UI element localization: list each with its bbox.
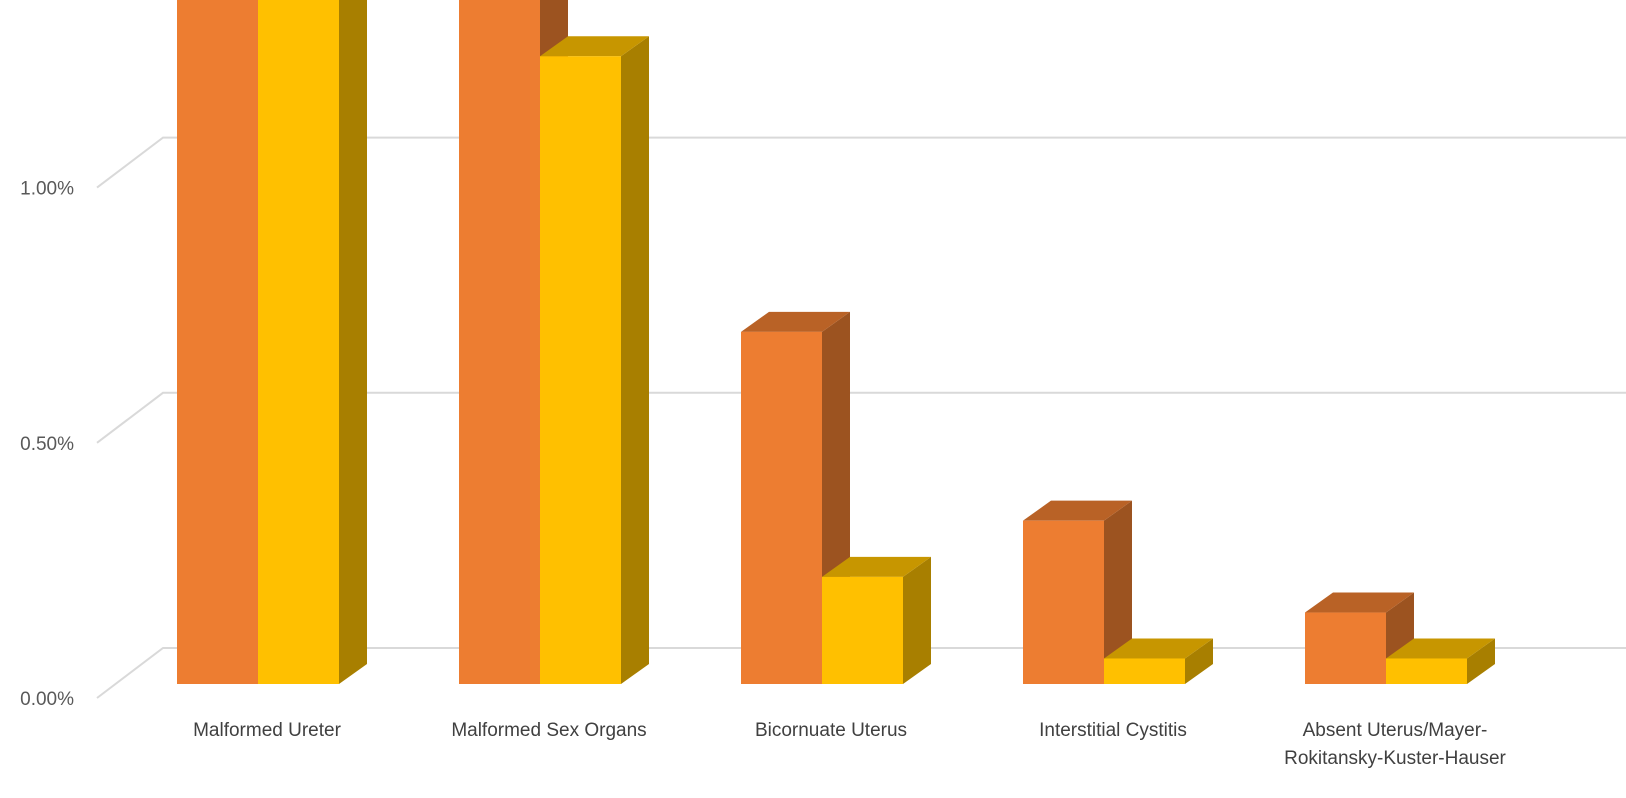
bar-top [1386, 638, 1495, 659]
bar-front [1386, 658, 1467, 684]
x-tick-label: Bicornuate Uterus [755, 720, 907, 741]
bar-front [1023, 520, 1104, 684]
bar-top [741, 311, 850, 332]
bar-front [822, 576, 903, 684]
y-tick-label: 1.00% [20, 179, 74, 200]
bar-side [621, 36, 649, 684]
x-tick-label: Malformed Ureter [193, 720, 341, 741]
bar-front [1305, 612, 1386, 684]
bar [540, 36, 649, 684]
bar [822, 556, 931, 684]
gridline [96, 391, 1626, 444]
y-tick-label: 0.00% [20, 689, 74, 710]
bar-front [741, 331, 822, 684]
bar-top [1104, 638, 1213, 659]
bar [1104, 638, 1213, 684]
bars [177, 0, 1495, 685]
y-axis-labels: 0.00%0.50%1.00%1.50%2.00%2.50% [20, 179, 74, 710]
bar-top [1305, 592, 1414, 613]
bar-top [822, 556, 931, 577]
bar-side [1467, 638, 1495, 684]
bar-side [339, 0, 367, 684]
x-tick-label: Absent Uterus/Mayer-Rokitansky-Kuster-Ha… [1284, 720, 1506, 769]
bar-front [459, 0, 540, 684]
bar-top [540, 36, 649, 57]
bar [1386, 638, 1495, 684]
bar-top [1023, 500, 1132, 521]
bar-front [258, 0, 339, 685]
bar-side [1104, 500, 1132, 684]
bar-front [1104, 658, 1185, 684]
x-tick-label: Malformed Sex Organs [451, 720, 646, 741]
bar-front [540, 56, 621, 684]
x-axis-labels: Malformed Ureter Malformed Sex Organs Bico… [193, 720, 1506, 769]
bar [1023, 500, 1132, 684]
gridline [96, 136, 1626, 189]
bar-side [1185, 638, 1213, 684]
bar [258, 0, 367, 685]
x-tick-label: Interstitial Cystitis [1039, 720, 1187, 741]
y-tick-label: 0.50% [20, 434, 74, 455]
bar-front [177, 0, 258, 685]
bar-side [903, 556, 931, 684]
